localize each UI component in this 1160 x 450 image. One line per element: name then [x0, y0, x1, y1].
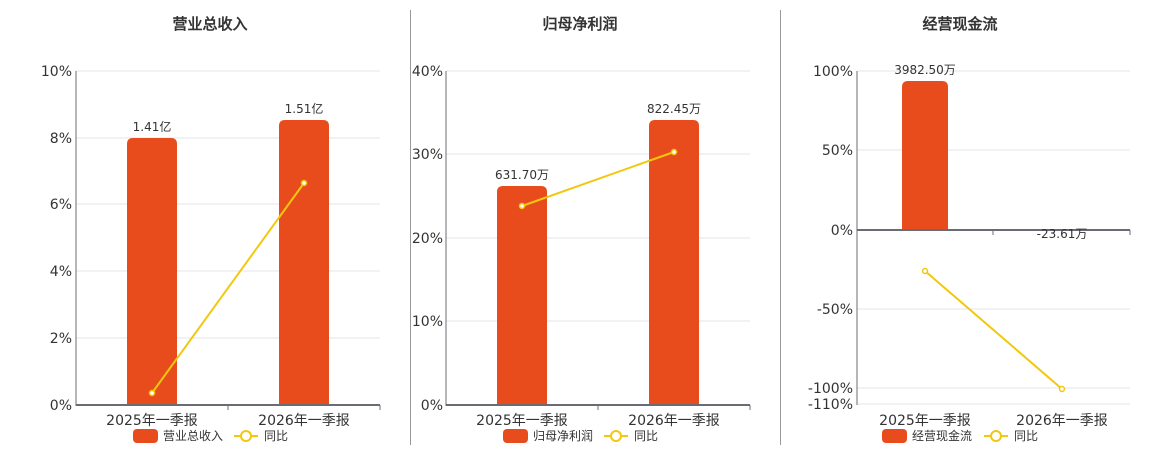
x-tick-label: 2025年一季报	[476, 413, 568, 429]
yoy-line	[151, 182, 305, 394]
legend-bar-swatch	[133, 429, 158, 443]
y-tick: -100%	[808, 381, 853, 397]
legend-yoy-label[interactable]: 同比	[634, 429, 658, 443]
x-tick-label: 2026年一季报	[628, 413, 720, 429]
legend-yoy-label[interactable]: 同比	[1014, 429, 1038, 443]
x-ticks	[597, 405, 751, 410]
bar-value-label: 822.45万	[647, 102, 701, 116]
panel-divider-2	[780, 10, 781, 445]
legend-bar-label[interactable]: 归母净利润	[533, 429, 593, 443]
x-tick-label: 2026年一季报	[258, 413, 350, 429]
x-tick-label: 2025年一季报	[106, 413, 198, 429]
legend-line-marker	[990, 430, 1002, 442]
chart-title: 经营现金流	[922, 15, 997, 33]
bar-value-label: 1.41亿	[133, 119, 172, 134]
legend-line-marker	[610, 430, 622, 442]
y-tick: 10%	[412, 314, 443, 330]
y-tick: 100%	[813, 64, 853, 80]
y-tick: -50%	[817, 302, 853, 318]
legend-bar-swatch	[882, 429, 907, 443]
y-tick: 8%	[50, 131, 72, 147]
y-tick: 6%	[50, 197, 72, 213]
y-tick: 0%	[50, 398, 72, 414]
yoy-point[interactable]	[921, 267, 929, 275]
y-tick: 20%	[412, 231, 443, 247]
yoy-line	[521, 151, 675, 207]
yoy-line	[924, 270, 1063, 390]
legend[interactable]: 营业总收入 同比	[133, 429, 288, 443]
revenue-chart: 营业总收入 10% 8% 6% 4% 2% 0% 1.41亿 1.51亿 202…	[41, 15, 381, 443]
y-tick: 40%	[412, 64, 443, 80]
bar-value-label: 1.51亿	[285, 101, 324, 116]
panel-divider-1	[410, 10, 411, 445]
y-tick: 2%	[50, 331, 72, 347]
legend-bar-swatch	[503, 429, 528, 443]
yoy-point[interactable]	[148, 389, 156, 397]
y-tick: 0%	[421, 398, 443, 414]
x-tick-label: 2026年一季报	[1016, 413, 1108, 429]
legend-line-marker	[240, 430, 252, 442]
bar-value-label: 631.70万	[495, 168, 549, 182]
legend[interactable]: 经营现金流 同比	[882, 428, 1038, 443]
y-tick: 10%	[41, 64, 72, 80]
x-ticks	[992, 230, 1131, 235]
legend-yoy-label[interactable]: 同比	[264, 429, 288, 443]
legend[interactable]: 归母净利润 同比	[503, 429, 658, 443]
bar-2026q1[interactable]	[649, 120, 699, 405]
y-axis-labels: 10% 8% 6% 4% 2% 0%	[41, 64, 72, 414]
yoy-point[interactable]	[300, 179, 308, 187]
y-tick: 4%	[50, 264, 72, 280]
net-profit-chart: 归母净利润 40% 30% 20% 10% 0% 631.70万 822.45万…	[412, 15, 751, 443]
grid-lines	[76, 70, 380, 339]
yoy-point[interactable]	[1058, 385, 1066, 393]
grid-lines	[857, 70, 1130, 405]
chart-title: 归母净利润	[542, 15, 617, 33]
bar-value-label: -23.61万	[1037, 227, 1088, 241]
y-tick: 30%	[412, 147, 443, 163]
bar-2025q1[interactable]	[127, 138, 177, 405]
bar-2026q1[interactable]	[279, 120, 329, 405]
operating-cash-flow-chart: 经营现金流 100% 50% 0% -50% -100% -110% 3982.…	[808, 15, 1131, 443]
legend-bar-label[interactable]: 营业总收入	[163, 429, 223, 443]
y-tick: -110%	[808, 397, 853, 413]
grid-lines	[446, 70, 750, 322]
x-ticks	[227, 405, 381, 410]
x-tick-label: 2025年一季报	[879, 413, 971, 429]
y-tick: 50%	[822, 143, 853, 159]
bar-2025q1[interactable]	[497, 186, 547, 405]
yoy-point[interactable]	[670, 148, 678, 156]
y-tick: 0%	[831, 223, 853, 239]
chart-title: 营业总收入	[172, 15, 247, 33]
bar-2025q1[interactable]	[902, 81, 948, 230]
bar-value-label: 3982.50万	[894, 63, 956, 77]
y-axis-labels: 40% 30% 20% 10% 0%	[412, 64, 443, 414]
y-axis-labels: 100% 50% 0% -50% -100% -110%	[808, 64, 853, 413]
yoy-point[interactable]	[518, 202, 526, 210]
legend-bar-label[interactable]: 经营现金流	[912, 428, 972, 443]
